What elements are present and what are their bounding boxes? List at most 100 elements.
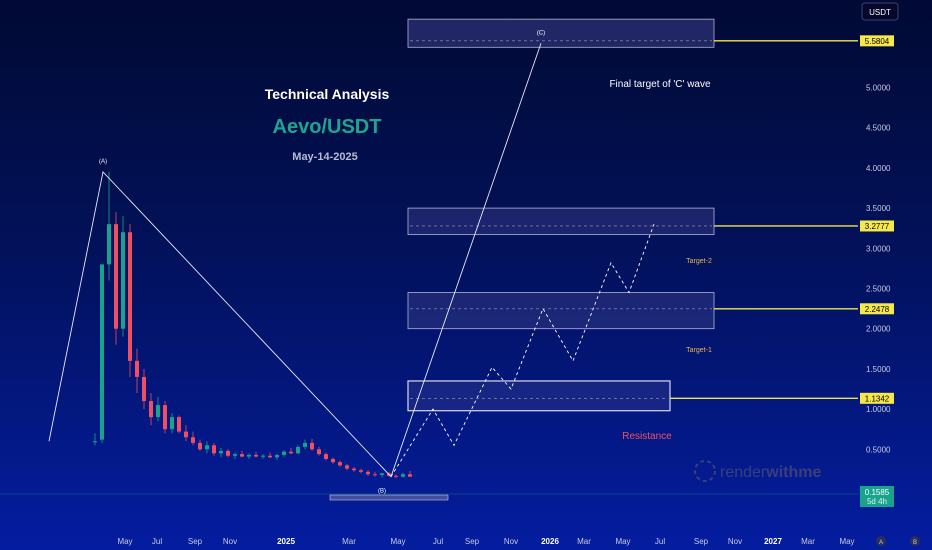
wave-label: (C) — [537, 30, 545, 36]
candle-body — [261, 455, 265, 457]
candle-body — [359, 470, 363, 472]
target-zone-label: Final target of 'C' wave — [609, 79, 711, 90]
target-zone-box[interactable] — [407, 380, 671, 412]
candle-body — [121, 232, 125, 329]
projection-path — [390, 224, 655, 477]
wave-label: (B) — [378, 489, 386, 495]
candle-body — [240, 454, 244, 457]
y-tick-label: 4.0000 — [866, 164, 891, 173]
target-price-tag — [860, 303, 894, 315]
x-tick-month-label: Mar — [577, 537, 591, 546]
candle-body — [394, 475, 398, 477]
y-tick-label: 2.0000 — [866, 325, 891, 334]
target-price-tag — [860, 392, 894, 404]
watermark-text-bold: withme — [765, 464, 821, 481]
y-tick-label: 1.5000 — [866, 365, 891, 374]
candle-body — [254, 454, 258, 457]
unit-selector[interactable]: USDT — [861, 2, 899, 21]
candle-body — [149, 401, 153, 418]
candle-body — [268, 455, 272, 458]
x-tick-month-label: May — [615, 537, 630, 546]
y-tick-label: 4.5000 — [866, 124, 891, 133]
target-zone-box[interactable] — [407, 207, 715, 236]
candle-body — [289, 451, 293, 454]
wave-label: (A) — [99, 159, 107, 165]
candle-body — [107, 224, 111, 265]
target-price-tag — [860, 220, 894, 232]
target-zone-label: Target-1 — [686, 347, 712, 354]
price-tags-layer: 5.5804 3.2777 2.2478 1.1342 — [860, 35, 894, 404]
x-tick-month-label: May — [117, 537, 132, 546]
x-tick-month-label: May — [839, 537, 854, 546]
svg-text:renderwithme: renderwithme — [720, 464, 821, 481]
settings-icon[interactable] — [910, 536, 920, 546]
x-tick-month-label: Nov — [728, 537, 742, 546]
x-tick-month-label: Sep — [465, 537, 480, 546]
price-axis[interactable]: 5.0000 4.5000 4.0000 3.5000 3.0000 2.5000 2.00… — [866, 84, 891, 455]
x-tick-month-label: Jul — [152, 537, 162, 546]
y-tick-label: 1.0000 — [866, 405, 891, 414]
x-tick-month-label: Nov — [504, 537, 518, 546]
target-zone-label: Resistance — [622, 431, 672, 442]
target-price-label: 1.1342 — [865, 394, 890, 403]
candle-body — [317, 449, 321, 455]
candle-body — [303, 442, 307, 447]
candle-body — [170, 417, 174, 430]
candle-body — [198, 442, 202, 450]
auto-scale-icon-glyph: A — [879, 540, 883, 546]
candle-body — [324, 454, 328, 459]
x-tick-month-label: Nov — [223, 537, 237, 546]
candle-body — [345, 465, 349, 469]
candle-body — [310, 442, 314, 450]
x-tick-month-label: Jul — [655, 537, 665, 546]
y-tick-label: 5.0000 — [866, 84, 891, 93]
y-tick-label: 2.5000 — [866, 285, 891, 294]
target-zone-box[interactable] — [407, 292, 715, 330]
candle-body — [331, 458, 335, 463]
candle-body — [380, 473, 384, 476]
settings-icon-glyph: B — [913, 540, 917, 546]
auto-scale-icon[interactable] — [876, 536, 886, 546]
candle-body — [352, 468, 356, 471]
elliott-wave-line — [48, 43, 542, 478]
analysis-date: May-14-2025 — [292, 151, 357, 163]
candle-body — [135, 360, 139, 377]
x-tick-month-label: Mar — [801, 537, 815, 546]
current-price-tag: 0.1585 5d 4h — [860, 486, 894, 507]
candle-body — [191, 437, 195, 443]
candle-body — [184, 431, 188, 438]
y-tick-label: 3.0000 — [866, 244, 891, 253]
candle-body — [163, 405, 167, 430]
candle-body — [128, 232, 132, 361]
accumulation-box — [329, 494, 449, 501]
x-tick-month-label: Mar — [342, 537, 356, 546]
target-zone-label: Target-2 — [686, 258, 712, 265]
candle-body — [219, 450, 223, 454]
x-tick-year-label: 2027 — [764, 537, 782, 546]
target-lines-layer — [410, 40, 858, 400]
candle-body — [177, 417, 181, 432]
candle-body — [247, 454, 251, 457]
candle-body — [366, 471, 370, 475]
x-tick-year-label: 2025 — [277, 537, 295, 546]
candle-body — [408, 474, 412, 477]
y-tick-label: 0.5000 — [866, 445, 891, 454]
candle-body — [156, 405, 160, 418]
bottom-right-controls: A B — [876, 536, 920, 546]
candle-body — [114, 224, 118, 329]
target-price-label: 5.5804 — [865, 37, 890, 46]
candles-layer — [93, 171, 412, 479]
candle-body — [93, 441, 97, 443]
candle-body — [275, 454, 279, 458]
pair-title: Aevo/USDT — [273, 116, 382, 138]
candle-body — [233, 454, 237, 456]
time-axis[interactable]: May Jul Sep Nov 2025 Mar May Jul Sep Nov 2026 Mar Ma… — [117, 537, 854, 546]
candle-body — [205, 445, 209, 450]
unit-label: USDT — [869, 8, 891, 17]
chart-title: Technical Analysis — [265, 86, 390, 102]
target-zone-box[interactable] — [407, 18, 715, 48]
x-tick-year-label: 2026 — [541, 537, 559, 546]
candle-body — [100, 264, 104, 440]
